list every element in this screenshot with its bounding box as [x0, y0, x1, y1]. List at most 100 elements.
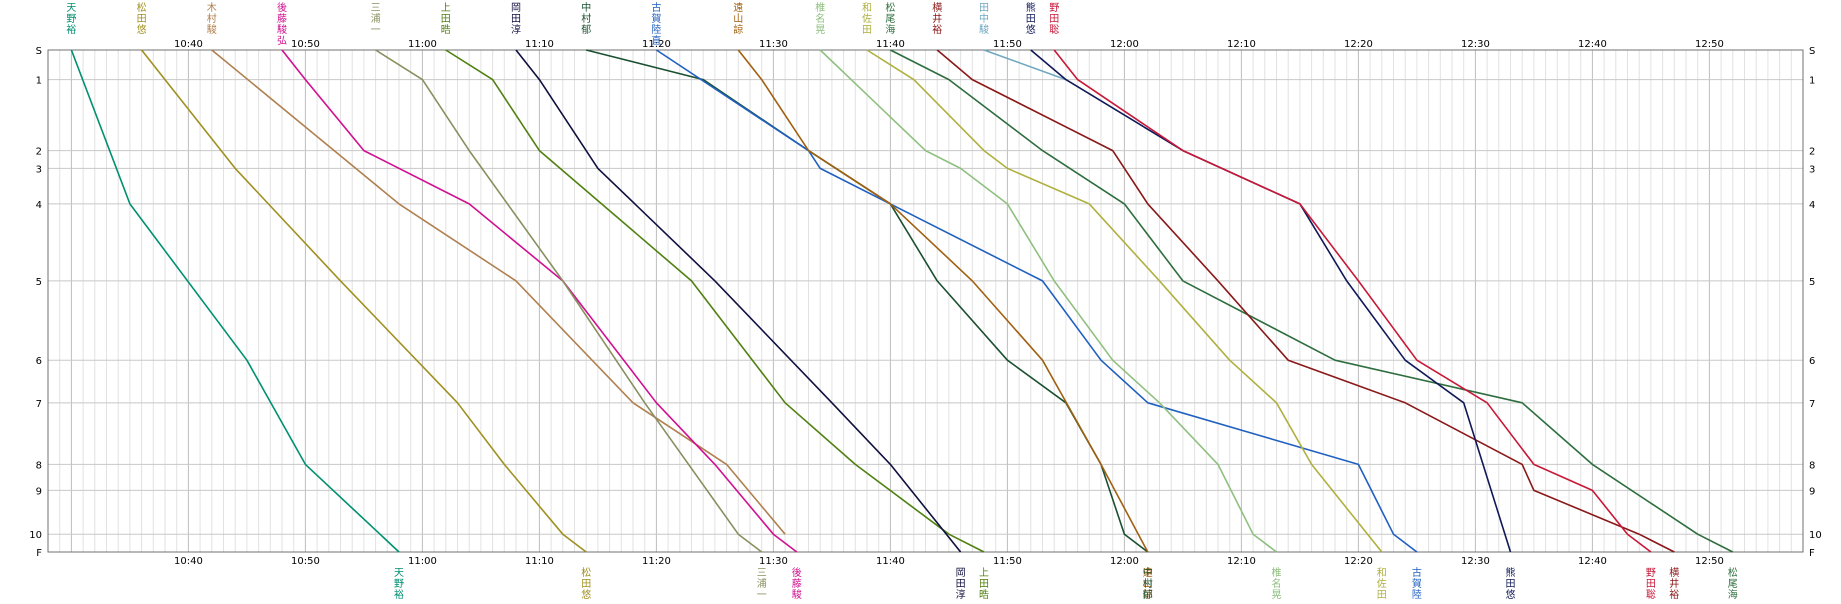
- runner-line: [819, 49, 1277, 553]
- runner-label-top: 名: [815, 12, 825, 25]
- station-label-left: 9: [36, 486, 42, 497]
- runner-label-bottom: 悠: [1506, 588, 1516, 600]
- time-tick-top: 12:40: [1578, 39, 1607, 50]
- runner-line: [1053, 49, 1652, 553]
- runner-label-bottom: 悠: [581, 588, 591, 600]
- runner-label-top: 井: [932, 12, 942, 25]
- station-label-right: 2: [1809, 147, 1815, 158]
- runner-label-bottom: 岡: [956, 567, 966, 579]
- runner-label-top: 浦: [371, 12, 381, 25]
- runner-label-top: 松: [885, 1, 895, 14]
- runner-label-top: 村: [581, 12, 591, 25]
- runner-line: [140, 49, 587, 553]
- runner-label-bottom: 田: [956, 579, 966, 590]
- runner-label-bottom: 裕: [394, 588, 404, 600]
- time-tick-top: 12:50: [1695, 39, 1724, 50]
- runner-label-top: 村: [207, 12, 217, 25]
- grid-layer: [47, 49, 1804, 553]
- runner-line: [1030, 49, 1512, 553]
- time-tick-top: 12:00: [1110, 39, 1139, 50]
- runner-label-bottom: 淳: [956, 588, 966, 600]
- runner-line: [515, 49, 962, 553]
- runner-label-bottom: 浦: [757, 577, 767, 590]
- runner-label-bottom: 三: [757, 568, 767, 579]
- runner-label-top: 弘: [277, 35, 287, 47]
- runner-line: [936, 49, 1675, 553]
- runner-label-top: 裕: [932, 23, 942, 36]
- station-label-left: 2: [36, 147, 42, 158]
- series-layer: [70, 49, 1734, 553]
- time-tick-top: 12:30: [1461, 39, 1490, 50]
- runner-label-top: 田: [1026, 14, 1036, 25]
- time-tick-top: 12:20: [1344, 39, 1373, 50]
- runner-label-bottom: 山: [1143, 578, 1153, 590]
- time-tick-bottom: 11:20: [642, 556, 671, 567]
- station-label-left: 6: [36, 356, 42, 367]
- runner-label-top: 尾: [885, 13, 895, 25]
- time-tick-top: 11:30: [759, 39, 788, 50]
- station-label-right: S: [1809, 46, 1815, 57]
- runner-label-top: 郁: [581, 23, 591, 36]
- runner-label-top: 聡: [1049, 23, 1059, 36]
- runner-label-bottom: 晧: [979, 589, 989, 600]
- runner-label-bottom: 田: [581, 579, 591, 590]
- runner-label-bottom: 上: [979, 567, 989, 579]
- runner-label-top: 淳: [511, 23, 521, 36]
- runner-label-bottom: 裕: [1669, 588, 1679, 600]
- runner-label-bottom: 熊: [1506, 566, 1516, 579]
- runner-label-bottom: 村: [1143, 577, 1153, 590]
- station-label-left: 1: [36, 76, 42, 87]
- time-tick-top: 10:50: [291, 39, 320, 50]
- runner-label-top: 三: [371, 3, 381, 14]
- runner-label-top: 中: [979, 12, 989, 25]
- station-label-right: 5: [1809, 277, 1815, 288]
- station-label-right: 9: [1809, 486, 1815, 497]
- runner-label-bottom: 田: [1506, 579, 1516, 590]
- runner-label-top: 木: [207, 2, 217, 14]
- runner-label-top: 田: [511, 14, 521, 25]
- time-tick-bottom: 12:10: [1227, 556, 1256, 567]
- runner-label-bottom: 賀: [1412, 578, 1422, 590]
- runner-label-top: 悠: [1026, 23, 1036, 36]
- runner-label-bottom: 駿: [792, 588, 802, 600]
- time-tick-bottom: 12:30: [1461, 556, 1490, 567]
- runner-label-bottom: 中: [1143, 566, 1153, 579]
- time-tick-bottom: 11:00: [408, 556, 437, 567]
- runner-label-top: 遠: [733, 1, 743, 14]
- runner-label-top: 和: [862, 2, 872, 14]
- runner-label-bottom: 諒: [1143, 588, 1153, 600]
- time-tick-top: 11:50: [993, 39, 1022, 50]
- runner-label-top: 椎: [815, 1, 825, 14]
- runner-label-top: 一: [371, 25, 381, 36]
- station-label-left: 5: [36, 277, 42, 288]
- time-tick-bottom: 11:50: [993, 556, 1022, 567]
- station-label-right: 1: [1809, 76, 1815, 87]
- runner-label-bottom: 陸: [1412, 588, 1422, 600]
- runner-label-top: 横: [932, 1, 942, 14]
- runner-label-top: 熊: [1026, 1, 1036, 14]
- station-label-right: 3: [1809, 164, 1815, 175]
- time-tick-bottom: 10:50: [291, 556, 320, 567]
- runner-line: [445, 49, 985, 553]
- runner-label-top: 晃: [815, 24, 825, 36]
- time-tick-top: 12:10: [1227, 39, 1256, 50]
- time-tick-top: 11:00: [408, 39, 437, 50]
- runner-line: [70, 49, 400, 553]
- runner-label-bottom: 聡: [1646, 588, 1656, 600]
- runner-label-top: 晧: [441, 24, 451, 36]
- station-label-left: S: [36, 46, 42, 57]
- runner-label-top: 田: [441, 14, 451, 25]
- runner-label-top: 賀: [651, 13, 661, 25]
- time-tick-bottom: 11:10: [525, 556, 554, 567]
- runner-label-top: 古: [651, 1, 661, 14]
- runner-label-bottom: 松: [1728, 566, 1738, 579]
- station-label-right: 7: [1809, 399, 1815, 410]
- runner-label-top: 海: [885, 23, 895, 36]
- runner-line: [655, 49, 1418, 553]
- runner-label-top: 陸: [651, 23, 661, 36]
- runner-label-bottom: 郁: [1143, 588, 1153, 600]
- runner-label-top: 駿: [207, 23, 217, 36]
- runner-label-bottom: 天: [394, 568, 404, 579]
